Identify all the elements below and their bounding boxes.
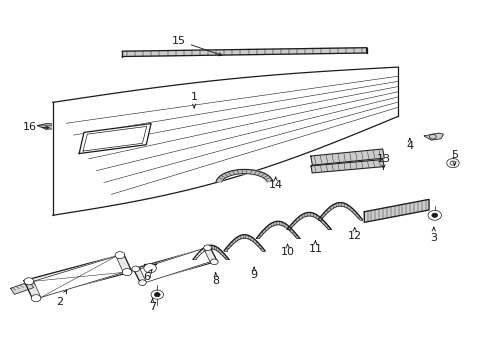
Polygon shape bbox=[133, 247, 217, 283]
Text: 2: 2 bbox=[56, 290, 66, 307]
Text: 9: 9 bbox=[250, 267, 257, 280]
Circle shape bbox=[446, 158, 458, 168]
Circle shape bbox=[154, 293, 160, 297]
Polygon shape bbox=[79, 123, 151, 154]
Text: 7: 7 bbox=[149, 299, 156, 312]
Text: 13: 13 bbox=[376, 154, 390, 170]
Polygon shape bbox=[53, 67, 397, 215]
Circle shape bbox=[151, 290, 163, 299]
Polygon shape bbox=[424, 133, 443, 140]
Circle shape bbox=[115, 252, 124, 259]
Text: 4: 4 bbox=[406, 139, 412, 152]
Circle shape bbox=[143, 264, 156, 273]
Circle shape bbox=[210, 259, 218, 265]
Text: 6: 6 bbox=[142, 269, 152, 282]
Circle shape bbox=[203, 245, 211, 251]
Text: 10: 10 bbox=[280, 244, 294, 257]
Text: 15: 15 bbox=[171, 36, 221, 56]
Polygon shape bbox=[193, 245, 228, 259]
Polygon shape bbox=[24, 254, 132, 298]
Polygon shape bbox=[364, 199, 428, 222]
Text: 5: 5 bbox=[450, 150, 457, 166]
Text: 14: 14 bbox=[268, 177, 282, 190]
Polygon shape bbox=[140, 248, 209, 282]
Circle shape bbox=[122, 269, 132, 276]
Polygon shape bbox=[34, 256, 123, 297]
Text: 1: 1 bbox=[190, 92, 197, 108]
Circle shape bbox=[24, 278, 34, 285]
Text: 3: 3 bbox=[429, 228, 436, 243]
Text: 11: 11 bbox=[308, 241, 322, 254]
Circle shape bbox=[138, 280, 146, 285]
Polygon shape bbox=[216, 170, 272, 182]
Polygon shape bbox=[286, 212, 330, 229]
Polygon shape bbox=[310, 159, 383, 173]
Text: 12: 12 bbox=[347, 228, 361, 242]
Text: 8: 8 bbox=[212, 273, 219, 285]
Polygon shape bbox=[318, 203, 362, 220]
Polygon shape bbox=[11, 282, 34, 294]
Circle shape bbox=[431, 213, 437, 217]
Polygon shape bbox=[122, 48, 366, 57]
Circle shape bbox=[427, 210, 441, 220]
Circle shape bbox=[132, 266, 139, 272]
Polygon shape bbox=[310, 149, 384, 165]
Polygon shape bbox=[38, 123, 62, 129]
Circle shape bbox=[31, 294, 41, 302]
Text: 16: 16 bbox=[23, 122, 49, 132]
Polygon shape bbox=[256, 221, 299, 238]
Polygon shape bbox=[224, 235, 264, 251]
